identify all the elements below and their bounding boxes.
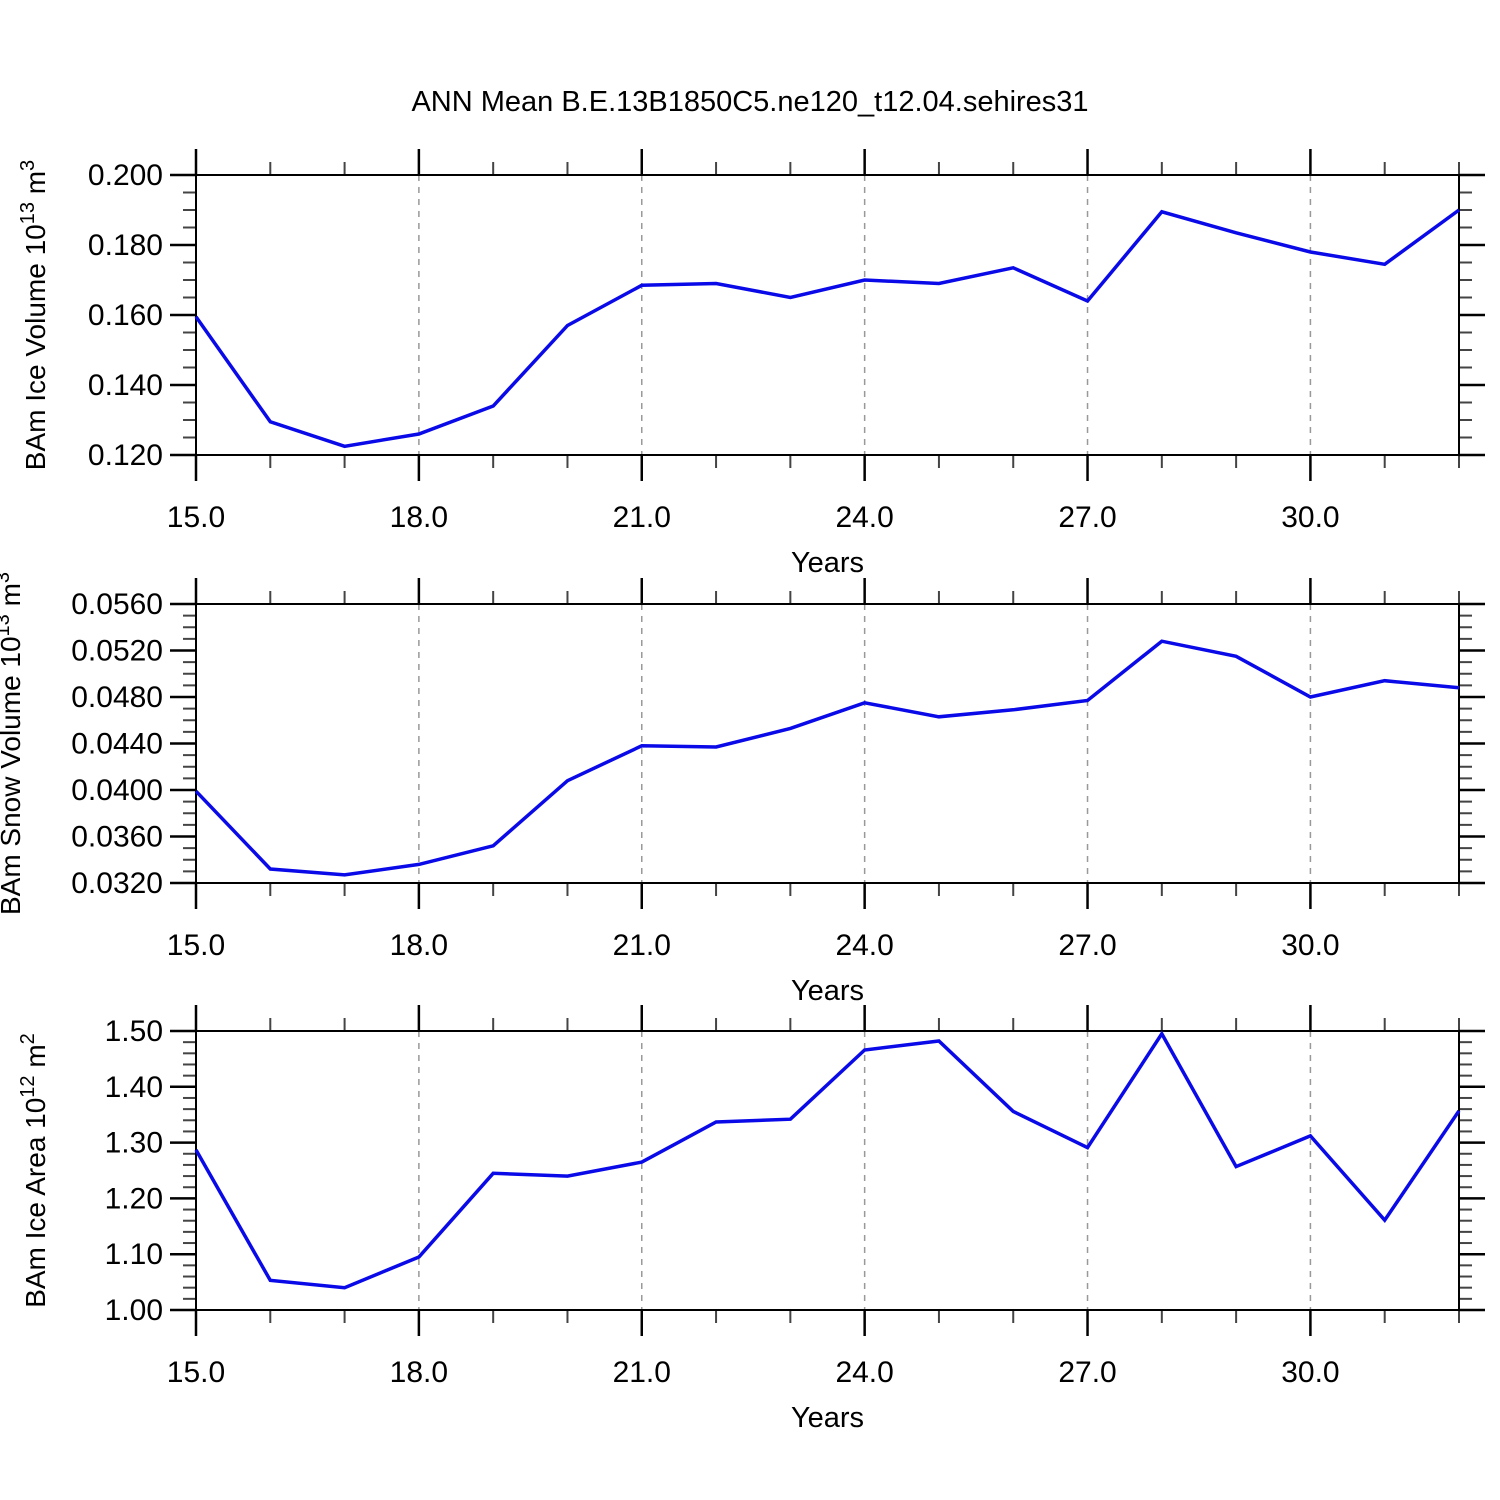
- x-tick-label: 18.0: [390, 929, 448, 962]
- y-tick-label: 1.00: [105, 1294, 163, 1327]
- x-tick-label: 24.0: [835, 501, 893, 534]
- y-tick-label: 1.20: [105, 1182, 163, 1215]
- y-tick-label: 0.160: [88, 299, 163, 332]
- plot-frame: [195, 603, 1460, 884]
- y-tick-label: 0.0480: [71, 681, 163, 714]
- x-tick-label: 21.0: [613, 929, 671, 962]
- y-tick-label: 1.50: [105, 1015, 163, 1048]
- y-axis-title: BAm Ice Volume 1013 m3: [17, 160, 51, 470]
- x-tick-label: 27.0: [1058, 1356, 1116, 1389]
- y-tick-label: 1.30: [105, 1127, 163, 1160]
- x-tick-label: 24.0: [835, 1356, 893, 1389]
- data-line: [194, 639, 1460, 877]
- x-tick-label: 15.0: [167, 929, 225, 962]
- y-tick-label: 0.140: [88, 369, 163, 402]
- y-tick-label: 0.0360: [71, 821, 163, 854]
- y-tick-label: 0.180: [88, 229, 163, 262]
- plot-frame: [195, 1030, 1460, 1311]
- x-tick-label: 27.0: [1058, 501, 1116, 534]
- y-tick-label: 0.0520: [71, 635, 163, 668]
- y-tick-label: 0.120: [88, 439, 163, 472]
- y-tick-label: 0.0560: [71, 588, 163, 621]
- page-title: ANN Mean B.E.13B1850C5.ne120_t12.04.sehi…: [411, 86, 1089, 118]
- x-axis-title: Years: [791, 975, 864, 1007]
- ice-area-panel: 15.0 18.0 21.0 24.0 27.0 30.0 1.00 1.10 1.20 1.30…: [17, 1005, 1485, 1434]
- data-line: [194, 208, 1461, 449]
- x-tick-label: 21.0: [613, 501, 671, 534]
- y-axis-title: BAm Ice Area 1012 m2: [17, 1033, 51, 1308]
- y-tick-label: 1.40: [105, 1071, 163, 1104]
- x-tick-label: 30.0: [1281, 501, 1339, 534]
- x-tick-label: 30.0: [1281, 929, 1339, 962]
- snow-volume-panel: 15.0 18.0 21.0 24.0 27.0 30.0 0.0320 0.0360 0.04…: [0, 572, 1485, 1007]
- ice-volume-panel: 15.0 18.0 21.0 24.0 27.0 30.0 0.120 0.140 0.160 0…: [17, 149, 1485, 579]
- y-tick-label: 0.0320: [71, 867, 163, 900]
- x-tick-label: 30.0: [1281, 1356, 1339, 1389]
- y-axis-title: BAm Snow Volume 1013 m3: [0, 572, 26, 915]
- x-tick-label: 18.0: [390, 1356, 448, 1389]
- x-tick-label: 18.0: [390, 501, 448, 534]
- x-tick-label: 21.0: [613, 1356, 671, 1389]
- y-tick-label: 1.10: [105, 1238, 163, 1271]
- y-tick-label: 0.200: [88, 159, 163, 192]
- x-tick-label: 24.0: [835, 929, 893, 962]
- y-tick-label: 0.0400: [71, 774, 163, 807]
- y-tick-label: 0.0440: [71, 728, 163, 761]
- plot-frame: [195, 174, 1460, 456]
- x-tick-label: 15.0: [167, 501, 225, 534]
- x-axis-title: Years: [791, 547, 864, 579]
- x-tick-label: 27.0: [1058, 929, 1116, 962]
- x-axis-title: Years: [791, 1402, 864, 1434]
- x-tick-label: 15.0: [167, 1356, 225, 1389]
- data-line: [194, 1030, 1461, 1290]
